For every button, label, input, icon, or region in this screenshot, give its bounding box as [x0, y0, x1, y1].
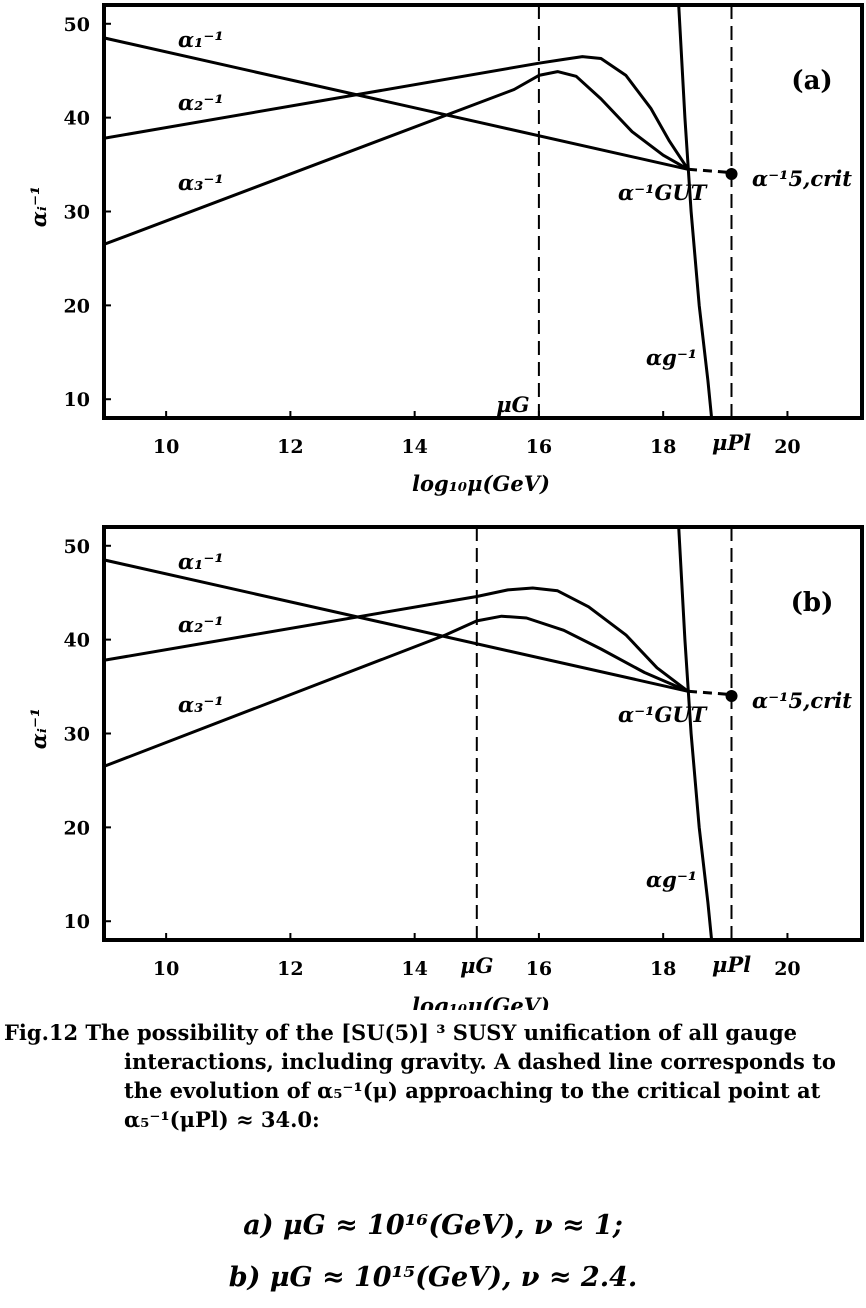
- y-axis-label: αᵢ⁻¹: [26, 708, 51, 749]
- x-tick-label: 16: [526, 436, 552, 458]
- series--line: [104, 70, 689, 246]
- panel-label: (a): [791, 66, 832, 96]
- x-tick-label: 12: [277, 436, 303, 458]
- series--line: [104, 36, 689, 171]
- x-tick-label: 10: [153, 436, 179, 458]
- panel-a: 10 12 14 16 18 20 10 20 30 40 50 log₁₀μ(GeV) αᵢ⁻¹ (a)…: [26, 3, 864, 496]
- series-g-line: [677, 5, 714, 418]
- x-tick-label: 20: [774, 958, 800, 980]
- figure: 10 12 14 16 18 20 10 20 30 40 50 log₁₀μ(GeV) αᵢ⁻¹ (a)…: [26, 3, 864, 1010]
- alpha-g-label: αg⁻¹: [646, 345, 697, 370]
- y-axis-label: αᵢ⁻¹: [26, 186, 51, 227]
- x-axis-label: log₁₀μ(GeV): [412, 471, 550, 496]
- alpha-g-label: αg⁻¹: [646, 867, 697, 892]
- series--line: [104, 586, 689, 693]
- x-tick-label: 16: [526, 958, 552, 980]
- y-tick-label: 50: [64, 536, 90, 558]
- x-tick-label: 14: [401, 958, 427, 980]
- alpha2-label: α₂⁻¹: [178, 612, 224, 637]
- critical-point-marker: [725, 167, 738, 180]
- y-tick-label: 30: [64, 724, 90, 746]
- mu-g-label: μG: [496, 392, 529, 417]
- panel-b: 10 12 14 16 18 20 10 20 30 40 50 log₁₀μ(GeV) αᵢ⁻¹ (b)…: [26, 525, 864, 1010]
- alpha5-crit-label: α⁻¹5,crit: [752, 166, 852, 191]
- alpha5-crit-label: α⁻¹5,crit: [752, 688, 852, 713]
- caption-text: The possibility of the [SU(5)] ³ SUSY un…: [85, 1020, 836, 1132]
- alpha-gut-label: α⁻¹GUT: [618, 180, 708, 205]
- series--line: [687, 167, 732, 176]
- plot-area: [104, 527, 733, 940]
- series--line: [104, 558, 689, 693]
- caption-lead: Fig.12: [4, 1020, 79, 1045]
- figure-caption: Fig.12 The possibility of the [SU(5)] ³ …: [4, 1018, 860, 1134]
- alpha2-label: α₂⁻¹: [178, 90, 224, 115]
- formula-b: b) μG ≈ 10¹⁵(GeV), ν ≈ 2.4.: [228, 1262, 638, 1293]
- y-tick-label: 40: [64, 630, 90, 652]
- critical-point-marker: [725, 689, 738, 702]
- y-tick-label: 20: [64, 295, 90, 317]
- panel-label: (b): [791, 588, 834, 618]
- x-tick-label: 20: [774, 436, 800, 458]
- y-tick-label: 10: [64, 389, 90, 411]
- x-tick-label: 18: [650, 958, 676, 980]
- alpha1-label: α₁⁻¹: [178, 27, 224, 52]
- plot-frame: [102, 3, 864, 420]
- mu-pl-label: μPl: [712, 952, 751, 977]
- y-tick-label: 50: [64, 14, 90, 36]
- mu-g-label: μG: [460, 953, 493, 978]
- series--line: [104, 55, 690, 171]
- x-tick-label: 14: [401, 436, 427, 458]
- alpha1-label: α₁⁻¹: [178, 549, 224, 574]
- x-tick-label: 10: [153, 958, 179, 980]
- alpha-gut-label: α⁻¹GUT: [618, 702, 708, 727]
- mu-pl-label: μPl: [712, 430, 751, 455]
- plot-frame: [102, 525, 864, 942]
- alpha3-label: α₃⁻¹: [178, 692, 224, 717]
- series-g-line: [677, 527, 714, 940]
- y-tick-label: 40: [64, 108, 90, 130]
- y-tick-label: 20: [64, 817, 90, 839]
- x-axis-label: log₁₀μ(GeV): [412, 993, 550, 1010]
- y-tick-label: 10: [64, 911, 90, 933]
- series--line: [687, 689, 732, 698]
- plot-area: [104, 5, 733, 418]
- series--line: [104, 614, 689, 768]
- y-tick-label: 30: [64, 202, 90, 224]
- formula-a: a) μG ≈ 10¹⁶(GeV), ν ≈ 1;: [243, 1210, 623, 1241]
- alpha3-label: α₃⁻¹: [178, 170, 224, 195]
- x-tick-label: 12: [277, 958, 303, 980]
- x-tick-label: 18: [650, 436, 676, 458]
